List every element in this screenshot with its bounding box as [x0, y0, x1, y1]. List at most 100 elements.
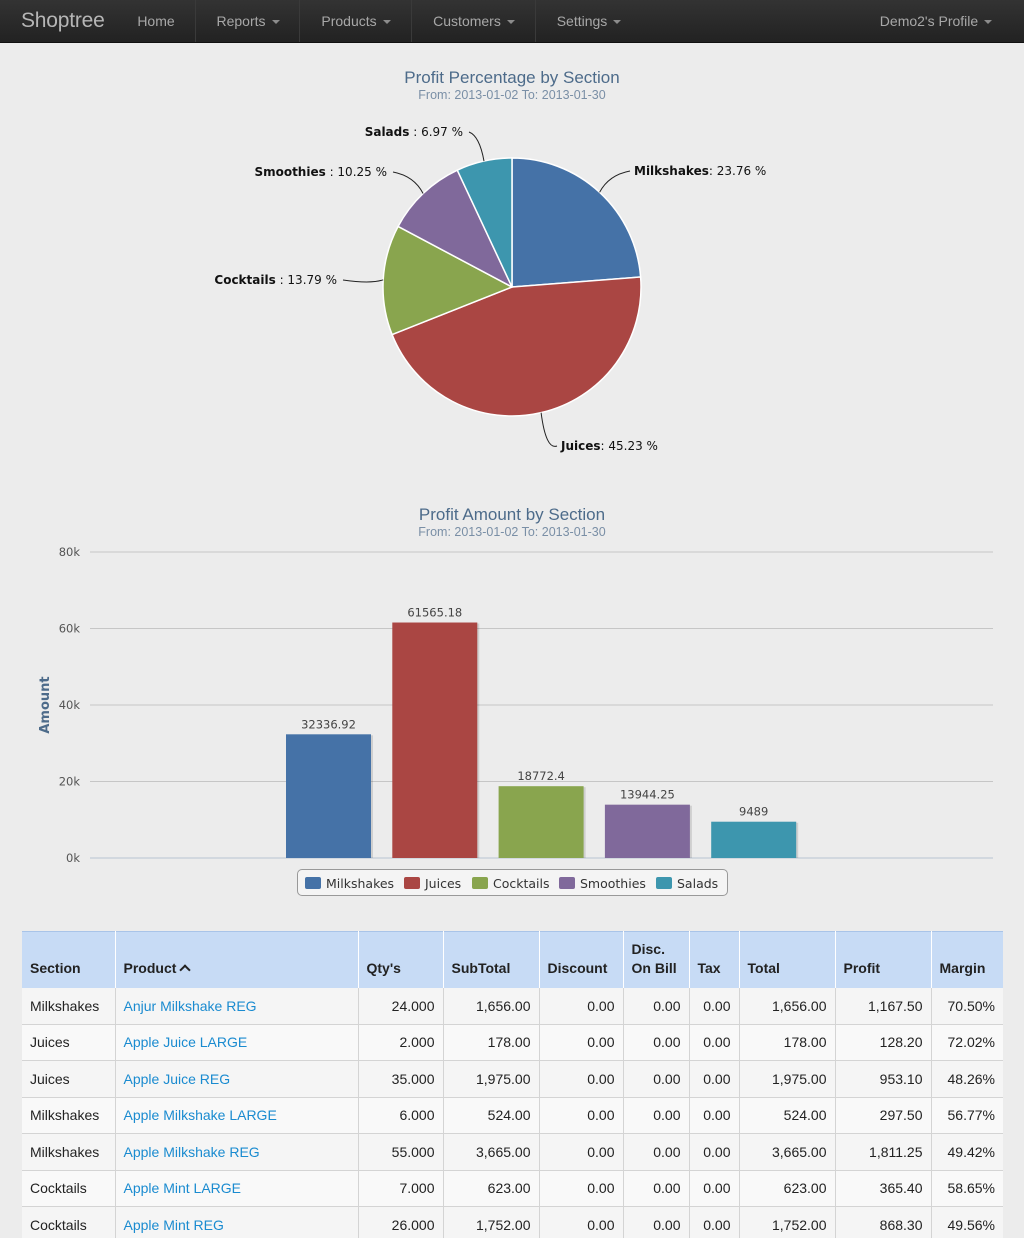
cell-qty: 35.000	[358, 1060, 444, 1098]
col-subtotal[interactable]: SubTotal	[443, 931, 540, 988]
cell-margin: 49.56%	[931, 1206, 1003, 1238]
cell-total: 524.00	[739, 1097, 836, 1134]
cell-profit: 297.50	[835, 1097, 932, 1134]
brand-logo[interactable]: Shoptree	[21, 9, 105, 32]
cell-product-link[interactable]: Apple Mint LARGE	[115, 1170, 359, 1207]
col-profit[interactable]: Profit	[835, 931, 932, 988]
pie-connector	[540, 412, 558, 447]
cell-margin: 58.65%	[931, 1170, 1003, 1207]
bar-salads[interactable]	[711, 821, 797, 858]
bar-value-label: 13944.25	[620, 788, 675, 802]
chevron-down-icon	[984, 20, 993, 25]
cell-disc-on-bill: 0.00	[623, 1133, 690, 1171]
cell-disc-on-bill: 0.00	[623, 1206, 690, 1238]
cell-margin: 72.02%	[931, 1024, 1003, 1061]
table-row: Milkshakes Apple Milkshake REG 55.000 3,…	[22, 1133, 1003, 1171]
cell-product-link[interactable]: Apple Milkshake LARGE	[115, 1097, 359, 1134]
col-qty[interactable]: Qty's	[358, 931, 444, 988]
cell-product-link[interactable]: Anjur Milkshake REG	[115, 987, 359, 1025]
y-tick-label: 60k	[59, 622, 81, 636]
legend-label: Milkshakes	[326, 876, 395, 891]
cell-qty: 26.000	[358, 1206, 444, 1238]
cell-subtotal: 1,975.00	[443, 1060, 540, 1098]
cell-product-link[interactable]: Apple Juice LARGE	[115, 1024, 359, 1061]
col-total[interactable]: Total	[739, 931, 836, 988]
pie-label-juices: Juices: 45.23 %	[560, 439, 658, 453]
col-discount[interactable]: Discount	[539, 931, 624, 988]
cell-discount: 0.00	[539, 987, 624, 1025]
nav-divider	[195, 0, 196, 42]
y-tick-label: 40k	[59, 698, 81, 712]
pie-slice-juices[interactable]	[391, 276, 642, 417]
col-disc-on-bill[interactable]: Disc. On Bill	[623, 931, 690, 988]
top-navbar: Shoptree Home Reports Products Customers…	[0, 0, 1024, 43]
cell-discount: 0.00	[539, 1097, 624, 1134]
col-product[interactable]: Product	[115, 931, 359, 988]
table-row: Milkshakes Anjur Milkshake REG 24.000 1,…	[22, 987, 1003, 1025]
cell-profit: 128.20	[835, 1024, 932, 1061]
pie-connector	[468, 131, 485, 162]
cell-total: 3,665.00	[739, 1133, 836, 1171]
legend-swatch	[305, 877, 321, 889]
cell-profit: 365.40	[835, 1170, 932, 1207]
table-row: Milkshakes Apple Milkshake LARGE 6.000 5…	[22, 1097, 1003, 1134]
legend-label: Salads	[677, 876, 719, 891]
legend-swatch	[404, 877, 420, 889]
cell-disc-on-bill: 0.00	[623, 1097, 690, 1134]
bar-smoothies[interactable]	[604, 804, 690, 858]
nav-products[interactable]: Products	[301, 0, 411, 42]
nav-settings[interactable]: Settings	[537, 0, 641, 42]
bar-juices[interactable]	[392, 622, 478, 858]
bar-cocktails[interactable]	[498, 786, 584, 858]
pie-label-milkshakes: Milkshakes: 23.76 %	[634, 164, 766, 178]
cell-total: 178.00	[739, 1024, 836, 1061]
col-margin[interactable]: Margin	[931, 931, 1003, 988]
col-section[interactable]: Section	[22, 931, 116, 988]
nav-home[interactable]: Home	[122, 0, 190, 42]
legend-item-milkshakes[interactable]: Milkshakes	[305, 876, 394, 891]
cell-discount: 0.00	[539, 1060, 624, 1098]
pie-slice-milkshakes[interactable]	[511, 157, 642, 288]
nav-reports[interactable]: Reports	[197, 0, 299, 42]
cell-discount: 0.00	[539, 1133, 624, 1171]
cell-section: Juices	[22, 1060, 116, 1098]
cell-product-link[interactable]: Apple Milkshake REG	[115, 1133, 359, 1171]
legend-item-juices[interactable]: Juices	[404, 876, 461, 891]
col-tax[interactable]: Tax	[689, 931, 740, 988]
cell-product-link[interactable]: Apple Juice REG	[115, 1060, 359, 1098]
bar-chart-title: Profit Amount by Section	[418, 505, 606, 524]
pie-label-smoothies: Smoothies : 10.25 %	[254, 165, 387, 179]
legend-label: Juices	[425, 876, 462, 891]
legend-swatch	[472, 877, 488, 889]
nav-products-label: Products	[321, 13, 377, 29]
chevron-down-icon	[506, 20, 515, 25]
pie-connector	[599, 170, 631, 193]
bar-chart-subtitle: From: 2013-01-02 To: 2013-01-30	[418, 525, 606, 539]
cell-product-link[interactable]: Apple Mint REG	[115, 1206, 359, 1238]
cell-discount: 0.00	[539, 1024, 624, 1061]
cell-discount: 0.00	[539, 1206, 624, 1238]
nav-profile[interactable]: Demo2's Profile	[866, 0, 1006, 42]
cell-profit: 1,167.50	[835, 987, 932, 1025]
y-tick-label: 20k	[59, 775, 81, 789]
cell-subtotal: 1,752.00	[443, 1206, 540, 1238]
nav-customers[interactable]: Customers	[413, 0, 535, 42]
pie-slice-smoothies[interactable]	[397, 169, 513, 288]
cell-qty: 6.000	[358, 1097, 444, 1134]
bar-milkshakes[interactable]	[286, 734, 371, 858]
cell-disc-on-bill: 0.00	[623, 1024, 690, 1061]
nav-profile-label: Demo2's Profile	[879, 13, 979, 29]
table-header-row: Section Product Qty's SubTotal Discount …	[22, 931, 1003, 988]
legend-item-cocktails[interactable]: Cocktails	[472, 876, 550, 891]
cell-qty: 2.000	[358, 1024, 444, 1061]
legend-swatch	[559, 877, 575, 889]
y-axis-label: Amount	[38, 676, 53, 733]
cell-section: Milkshakes	[22, 987, 116, 1025]
legend-item-salads[interactable]: Salads	[656, 876, 718, 891]
col-disc-label-1: Disc.	[631, 940, 665, 957]
legend-swatch	[656, 877, 672, 889]
y-tick-label: 80k	[59, 545, 81, 559]
col-disc-label-2: On Bill	[631, 959, 677, 976]
legend-item-smoothies[interactable]: Smoothies	[559, 876, 646, 891]
cell-subtotal: 1,656.00	[443, 987, 540, 1025]
